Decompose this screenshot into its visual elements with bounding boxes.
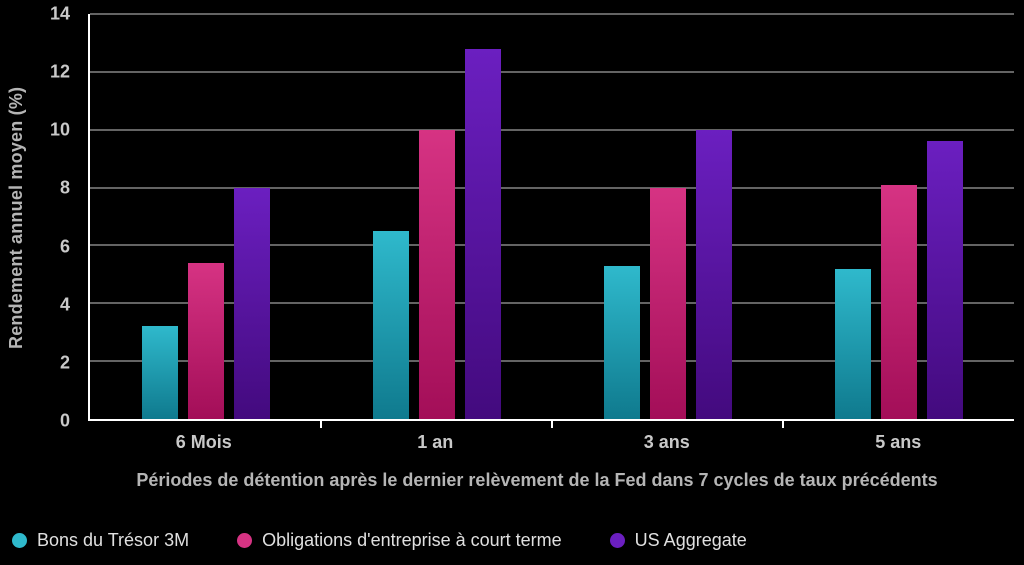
bar-magenta xyxy=(649,187,686,419)
y-tick-label: 8 xyxy=(59,177,70,198)
bar-purple xyxy=(233,187,270,419)
y-tick-label: 12 xyxy=(49,61,70,82)
bar-teal xyxy=(372,230,409,419)
bar-magenta xyxy=(880,184,917,419)
x-tick-mark xyxy=(782,419,784,428)
legend-item: Obligations d'entreprise à court terme xyxy=(237,530,562,551)
gridline xyxy=(90,13,1014,15)
legend-item: US Aggregate xyxy=(609,530,747,551)
y-axis-tick-labels: 0 2 4 6 8 10 12 14 xyxy=(0,4,80,431)
bar-magenta xyxy=(187,262,224,419)
y-tick-label: 10 xyxy=(49,119,70,140)
legend-item: Bons du Trésor 3M xyxy=(12,530,189,551)
x-tick-mark xyxy=(551,419,553,428)
gridline xyxy=(90,71,1014,73)
bar-teal xyxy=(603,265,640,419)
bar-group xyxy=(552,14,783,419)
legend-swatch-magenta-icon xyxy=(237,533,253,548)
legend-label: US Aggregate xyxy=(634,530,747,550)
gridline xyxy=(90,360,1014,362)
gridline xyxy=(90,129,1014,131)
y-tick-label: 4 xyxy=(59,294,70,315)
x-tick-label: 1 an xyxy=(417,432,454,452)
y-tick-label: 0 xyxy=(59,410,70,431)
plot-area xyxy=(88,13,1014,428)
y-tick-label: 2 xyxy=(59,352,70,373)
bar-group xyxy=(321,14,552,419)
gridline xyxy=(90,187,1014,189)
x-axis-tick-labels: 6 Mois 1 an 3 ans 5 ans xyxy=(88,432,1014,453)
bar-group xyxy=(90,14,321,419)
legend: Bons du Trésor 3M Obligations d'entrepris… xyxy=(12,530,747,551)
y-tick-label: 6 xyxy=(59,236,70,257)
x-axis-title: Périodes de détention après le dernier r… xyxy=(136,470,938,490)
bar-purple xyxy=(464,48,501,419)
bar-purple xyxy=(926,141,963,419)
legend-swatch-teal-icon xyxy=(12,533,27,548)
gridline xyxy=(90,302,1014,304)
bar-group xyxy=(783,14,1014,419)
x-tick-mark xyxy=(320,419,322,428)
x-tick-label: 6 Mois xyxy=(175,432,232,452)
x-tick-label: 3 ans xyxy=(643,432,690,452)
y-tick-label: 14 xyxy=(49,3,70,24)
legend-label: Obligations d'entreprise à court terme xyxy=(262,530,562,550)
x-tick-label: 5 ans xyxy=(875,432,922,452)
bar-teal xyxy=(834,268,871,419)
bar-magenta xyxy=(418,129,455,419)
bar-purple xyxy=(695,129,732,419)
gridline xyxy=(90,244,1014,246)
legend-swatch-purple-icon xyxy=(609,533,625,548)
bar-teal xyxy=(141,326,178,419)
legend-label: Bons du Trésor 3M xyxy=(37,530,190,550)
